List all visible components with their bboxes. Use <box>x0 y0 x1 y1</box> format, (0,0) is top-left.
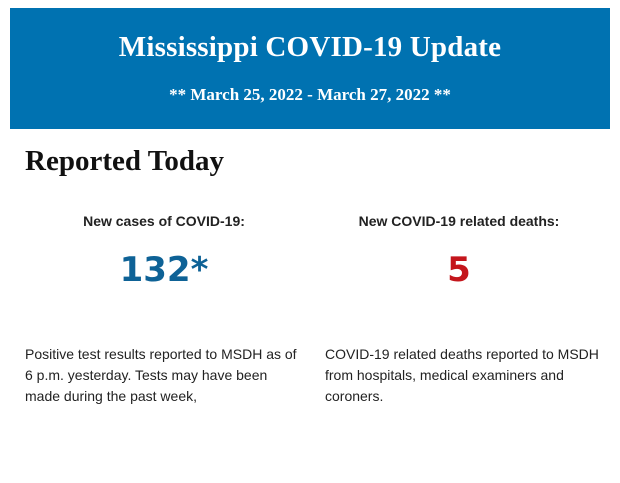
new-deaths-value: 5 <box>447 250 471 290</box>
date-range: ** March 25, 2022 - March 27, 2022 ** <box>169 85 451 104</box>
new-cases-label: New cases of COVID-19: <box>83 213 245 229</box>
new-cases-value: 132* <box>119 250 209 290</box>
new-cases-description: Positive test results reported to MSDH a… <box>25 346 297 404</box>
new-deaths-description: COVID-19 related deaths reported to MSDH… <box>325 346 599 404</box>
page-title: Mississippi COVID-19 Update <box>118 31 502 63</box>
new-deaths-label: New COVID-19 related deaths: <box>358 213 560 229</box>
section-heading: Reported Today <box>25 145 225 177</box>
header-banner: Mississippi COVID-19 Update ** March 25,… <box>10 8 610 129</box>
